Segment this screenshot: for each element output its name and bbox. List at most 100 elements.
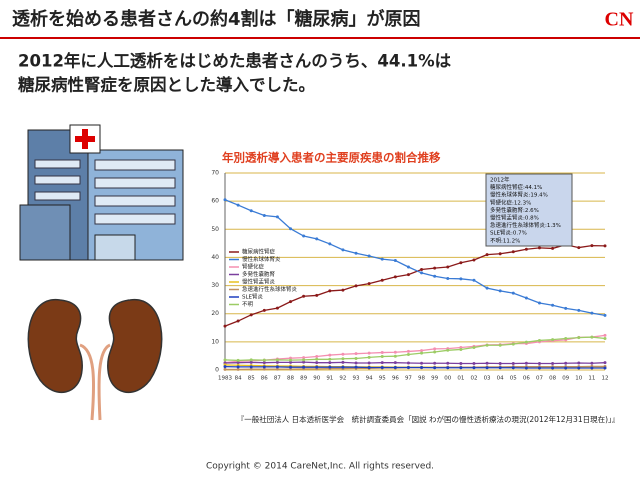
point	[551, 303, 555, 307]
point	[603, 361, 607, 365]
x-tick-label: 99	[431, 376, 438, 382]
point	[275, 365, 279, 369]
point	[262, 365, 266, 369]
footer: Copyright © 2014 CareNet,Inc. All rights…	[206, 462, 434, 472]
point	[472, 362, 476, 366]
point	[524, 247, 528, 251]
point	[249, 367, 253, 371]
point	[498, 366, 502, 370]
chart-title: 年別透析導入患者の主要原疾患の割合推移	[222, 151, 441, 165]
point	[367, 351, 371, 355]
point	[341, 365, 345, 369]
x-tick-label: 88	[287, 376, 294, 382]
point	[498, 343, 502, 347]
point	[302, 356, 306, 360]
point	[406, 273, 410, 277]
point	[472, 366, 476, 370]
point	[459, 366, 463, 370]
point	[577, 361, 581, 365]
x-tick-label: 95	[379, 376, 386, 382]
point	[354, 361, 358, 365]
y-tick-label: 20	[211, 310, 219, 317]
x-tick-label: 91	[326, 376, 333, 382]
point	[511, 291, 515, 295]
x-tick-label: 86	[261, 376, 268, 382]
point	[590, 361, 594, 365]
x-tick-label: 03	[484, 376, 491, 382]
point	[249, 360, 253, 364]
point	[354, 251, 358, 255]
point	[289, 365, 293, 369]
point	[236, 319, 240, 323]
point	[328, 353, 332, 357]
point	[537, 246, 541, 250]
point	[472, 258, 476, 262]
point	[341, 360, 345, 364]
point	[406, 361, 410, 365]
point	[485, 361, 489, 365]
point	[275, 360, 279, 364]
y-tick-label: 0	[215, 367, 219, 374]
point	[302, 294, 306, 298]
point	[551, 338, 555, 342]
point	[393, 259, 397, 263]
point	[223, 324, 227, 328]
point	[315, 237, 319, 241]
point	[524, 296, 528, 300]
point	[564, 336, 568, 340]
point	[393, 275, 397, 279]
x-tick-label: 12	[602, 376, 609, 382]
legend-label: SLE腎炎	[242, 293, 264, 301]
x-tick-label: 05	[510, 376, 517, 382]
point	[459, 277, 463, 281]
point	[551, 362, 555, 366]
subtitle-line: 糖尿病性腎症を原因とした導入でした。	[18, 75, 315, 95]
point	[511, 250, 515, 254]
point	[577, 246, 581, 250]
point	[380, 365, 384, 369]
point	[289, 227, 293, 231]
point	[537, 366, 541, 370]
point	[380, 278, 384, 282]
x-tick-label: 1983	[218, 376, 232, 382]
point	[446, 348, 450, 352]
y-tick-label: 10	[211, 338, 219, 345]
point	[302, 365, 306, 369]
legend-label: 急速進行性糸球体腎炎	[242, 285, 298, 293]
point	[472, 278, 476, 282]
x-tick-label: 92	[339, 376, 346, 382]
point	[511, 342, 515, 346]
point	[249, 209, 253, 213]
annotation-box	[485, 173, 573, 247]
point	[420, 271, 424, 275]
x-tick-label: 89	[300, 376, 307, 382]
legend-label: 慢性糸球体腎炎	[242, 255, 281, 263]
point	[315, 354, 319, 358]
point	[275, 367, 279, 371]
point	[537, 301, 541, 305]
annotation-text: 急速進行性糸球体腎炎:1.3%	[490, 221, 561, 229]
annotation-text: SLE腎炎:0.7%	[490, 229, 527, 237]
point	[328, 357, 332, 361]
point	[289, 360, 293, 364]
point	[433, 266, 437, 270]
point	[406, 265, 410, 269]
point	[393, 354, 397, 358]
point	[472, 345, 476, 349]
point	[406, 349, 410, 353]
hospital-illustration	[19, 124, 184, 261]
point	[603, 366, 607, 370]
y-tick-label: 60	[211, 198, 219, 205]
series-line	[224, 365, 605, 369]
series-line	[224, 361, 606, 365]
x-tick-label: 94	[366, 376, 373, 382]
point	[275, 215, 279, 219]
point	[524, 366, 528, 370]
x-tick-label: 87	[274, 376, 281, 382]
point	[446, 277, 450, 281]
point	[315, 365, 319, 369]
point	[341, 357, 345, 361]
point	[420, 351, 424, 355]
y-tick-label: 30	[211, 282, 219, 289]
point	[537, 338, 541, 342]
